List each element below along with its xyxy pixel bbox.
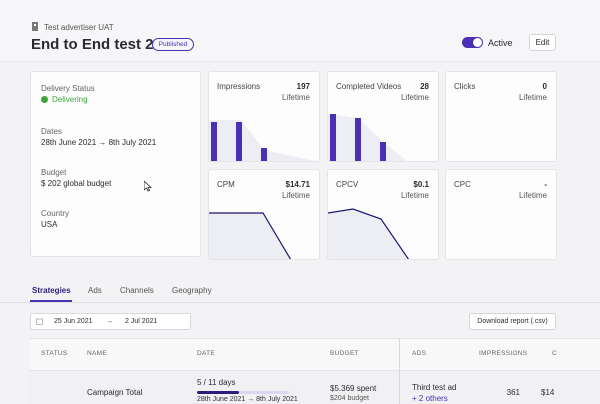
metric-value: 28 (420, 82, 429, 91)
column-header: ADS (412, 350, 427, 357)
metric-value: $0.1 (413, 180, 429, 189)
tab[interactable]: Channels (120, 286, 154, 295)
advertiser-icon (32, 22, 38, 31)
metric-period: Lifetime (400, 191, 429, 200)
date-arrow: → (106, 318, 113, 325)
metric-card: CPM $14.71 Lifetime (208, 169, 320, 260)
metric-name: CPC (454, 180, 471, 189)
column-header: STATUS (41, 350, 68, 357)
row-name: Campaign Total (87, 388, 143, 397)
table-header (30, 338, 600, 371)
edit-button[interactable]: Edit (529, 34, 556, 51)
tab-underline (30, 300, 72, 302)
summary-card (30, 71, 201, 257)
date-end: 2 Jul 2021 (125, 318, 158, 325)
summary-label: Delivery Status (41, 84, 95, 93)
row-budget: $204 budget (330, 395, 369, 402)
sparkline (328, 208, 410, 259)
tab[interactable]: Ads (88, 286, 102, 295)
advertiser-name: Test advertiser UAT (44, 23, 114, 32)
progress-track (197, 391, 289, 394)
row-ad: Third test ad (412, 383, 457, 392)
summary-value: 28th June 2021 → 8th July 2021 (41, 138, 157, 147)
active-toggle[interactable] (462, 37, 483, 48)
metric-period: Lifetime (400, 93, 429, 102)
metric-period: Lifetime (281, 191, 310, 200)
metric-card: CPCV $0.1 Lifetime (327, 169, 439, 260)
metric-card: Clicks 0 Lifetime (445, 71, 557, 162)
metric-period: Lifetime (518, 191, 547, 200)
metric-name: Completed Videos (336, 82, 402, 91)
date-start: 25 Jun 2021 (54, 318, 93, 325)
column-header: BUDGET (330, 350, 359, 357)
metric-value: 0 (542, 82, 547, 91)
metric-period: Lifetime (281, 93, 310, 102)
column-header: NAME (87, 350, 107, 357)
campaign-title: End to End test 2 (31, 36, 154, 53)
top-area (0, 0, 600, 62)
row-impressions: 361 (506, 388, 520, 397)
metric-name: Impressions (217, 82, 261, 91)
sparkline (209, 120, 315, 161)
metric-period: Lifetime (518, 93, 547, 102)
progress-fill (197, 391, 239, 394)
sparkline (209, 212, 292, 259)
metric-name: CPM (217, 180, 235, 189)
metric-value: 197 (296, 82, 310, 91)
row-others[interactable]: + 2 others (412, 394, 448, 403)
metric-value: $14.71 (285, 180, 310, 189)
date-range-input[interactable] (30, 313, 191, 330)
metric-name: Clicks (454, 82, 476, 91)
column-header: DATE (197, 350, 216, 357)
summary-label: Country (41, 209, 70, 218)
column-divider (399, 338, 400, 404)
row-spent: $5.369 spent (330, 384, 377, 393)
cursor (144, 181, 152, 192)
summary-value: USA (41, 220, 58, 229)
tab-divider (0, 302, 600, 303)
tab[interactable]: Strategies (32, 286, 71, 295)
metric-card: Completed Videos 28 Lifetime (327, 71, 439, 162)
table-row (30, 371, 600, 404)
status-pill: Published (152, 38, 194, 51)
metric-name: CPCV (336, 180, 359, 189)
calendar-icon (36, 318, 43, 325)
column-header: IMPRESSIONS (479, 350, 528, 357)
toggle-label: Active (488, 38, 513, 48)
metric-card: Impressions 197 Lifetime (208, 71, 320, 162)
summary-value: $ 202 global budget (41, 179, 112, 188)
metric-value: - (544, 180, 547, 189)
summary-label: Dates (41, 127, 62, 136)
row-days: 5 / 11 days (197, 378, 236, 387)
sparkline (328, 114, 407, 161)
column-header: C (552, 350, 557, 357)
download-button[interactable]: Download report (.csv) (469, 313, 556, 330)
row-cost: $14 (541, 388, 555, 397)
row-dates: 28th June 2021 → 8th July 2021 (197, 396, 298, 403)
delivering-icon (41, 96, 48, 103)
summary-value: Delivering (52, 95, 88, 104)
summary-label: Budget (41, 168, 67, 177)
tab[interactable]: Geography (172, 286, 212, 295)
metric-card: CPC - Lifetime (445, 169, 557, 260)
